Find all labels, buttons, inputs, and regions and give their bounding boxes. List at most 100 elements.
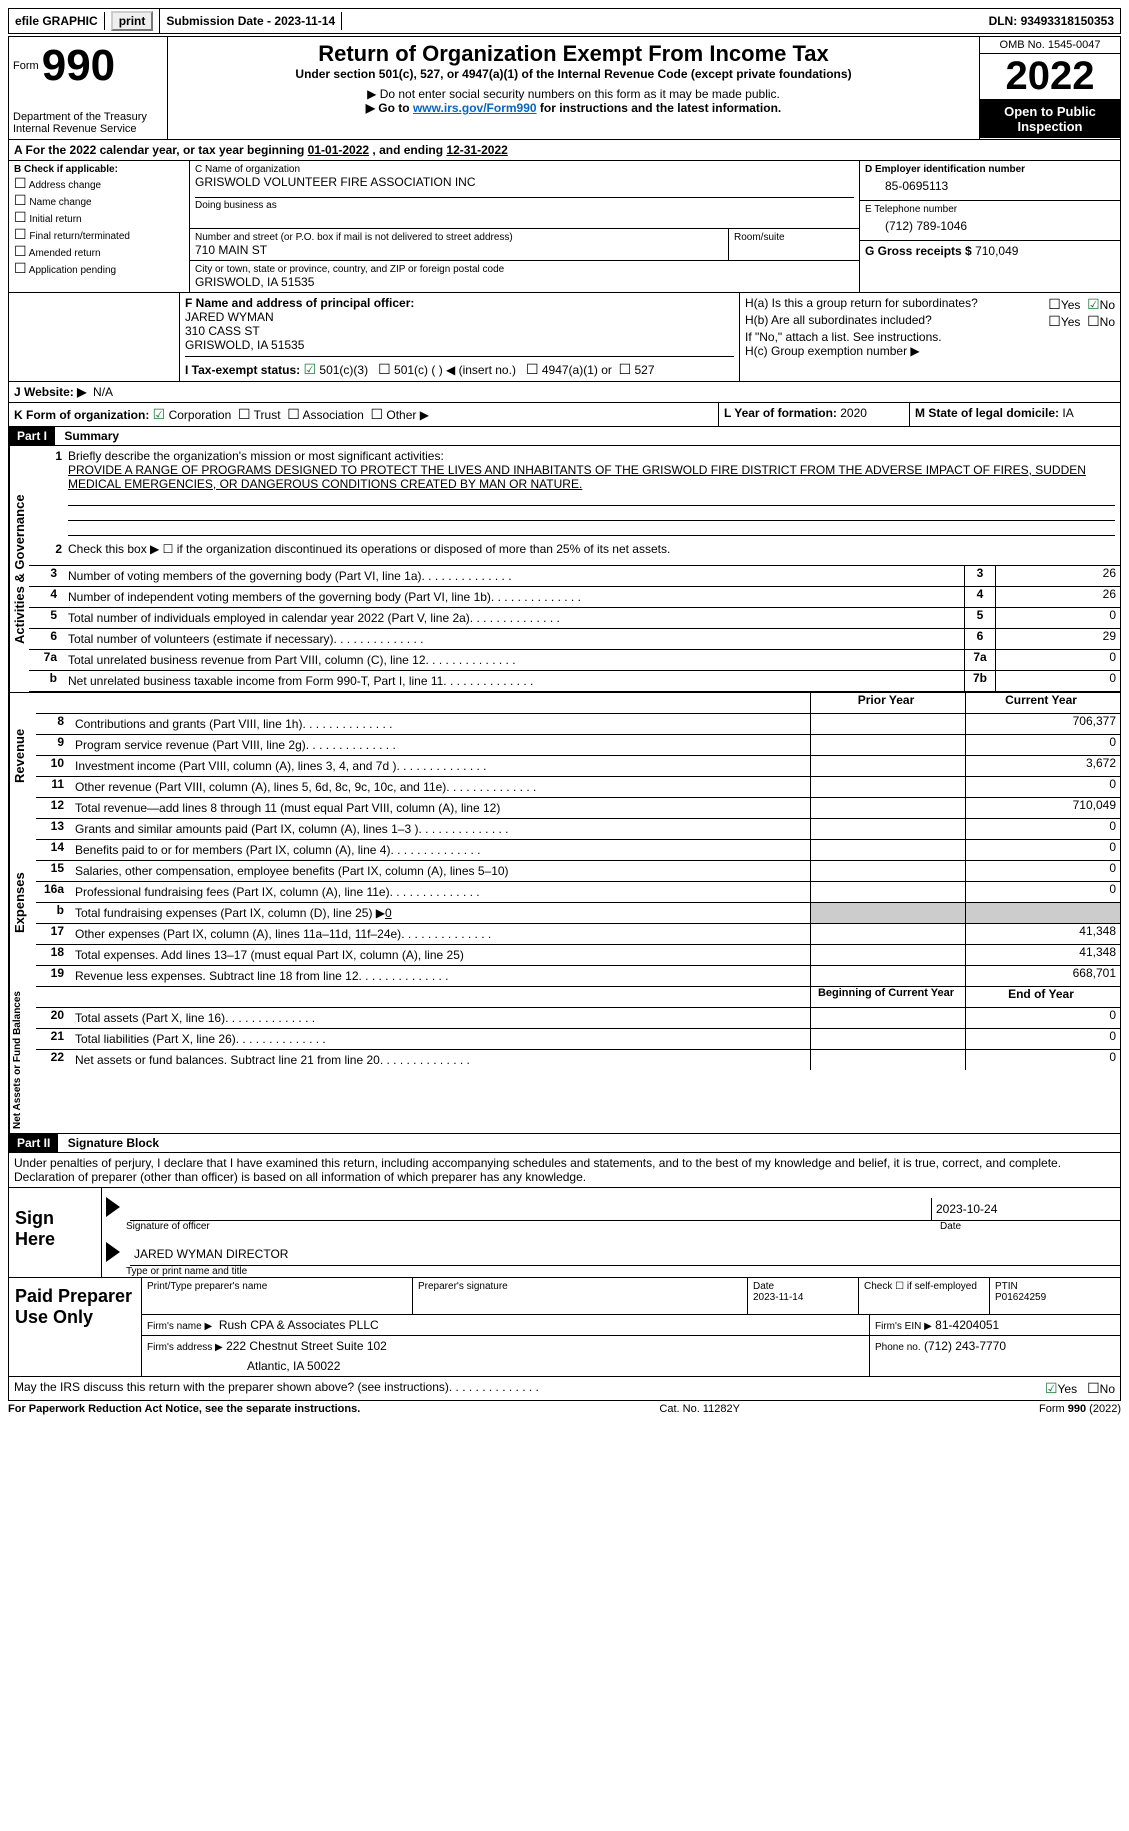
domicile-state: IA <box>1062 406 1073 420</box>
type-name-label: Type or print name and title <box>122 1266 1120 1277</box>
check-initial[interactable]: Initial return <box>14 209 184 226</box>
l9-current: 0 <box>965 735 1120 755</box>
l16a-text: Professional fundraising fees (Part IX, … <box>70 882 810 902</box>
l16b-prior <box>810 903 965 923</box>
inspection-label: Open to Public Inspection <box>980 100 1120 138</box>
l6-text: Total number of volunteers (estimate if … <box>63 629 964 649</box>
l7b-value: 0 <box>995 671 1120 691</box>
form-header: Form 990 Department of the Treasury Inte… <box>8 36 1121 140</box>
hb-yes-icon[interactable] <box>1048 315 1061 329</box>
l17-current: 41,348 <box>965 924 1120 944</box>
firm-ein: 81-4204051 <box>935 1318 999 1332</box>
netassets-section: Net Assets or Fund Balances Beginning of… <box>8 987 1121 1134</box>
check-name[interactable]: Name change <box>14 192 184 209</box>
form-number: 990 <box>42 41 115 90</box>
top-bar: efile GRAPHIC print Submission Date - 20… <box>8 8 1121 34</box>
gross-receipts: 710,049 <box>975 244 1018 258</box>
discuss-yes-icon <box>1045 1382 1058 1396</box>
check-4947-icon[interactable] <box>526 363 539 377</box>
section-a: A For the 2022 calendar year, or tax yea… <box>8 140 1121 161</box>
l20-text: Total assets (Part X, line 16) <box>70 1008 810 1028</box>
check-501c-icon[interactable] <box>378 363 391 377</box>
check-address[interactable]: Address change <box>14 175 184 192</box>
opt-501c: 501(c) ( ) ◀ (insert no.) <box>394 363 516 377</box>
note-ssn: ▶ Do not enter social security numbers o… <box>172 87 975 101</box>
prep-date: 2023-11-14 <box>753 1292 853 1303</box>
section-e-label: E Telephone number <box>865 204 1115 215</box>
check-527-icon[interactable] <box>619 363 632 377</box>
l20-prior <box>810 1008 965 1028</box>
discuss-no-icon[interactable] <box>1087 1382 1100 1396</box>
section-k-label: K Form of organization: <box>14 408 149 422</box>
firm-ein-label: Firm's EIN ▶ <box>875 1321 932 1332</box>
year-end: 12-31-2022 <box>446 143 507 157</box>
sig-date: 2023-10-24 <box>936 1202 1116 1216</box>
check-final[interactable]: Final return/terminated <box>14 226 184 243</box>
check-app[interactable]: Application pending <box>14 260 184 277</box>
dln-label: DLN: <box>989 14 1021 28</box>
l22-prior <box>810 1050 965 1070</box>
form-word: Form <box>13 60 39 72</box>
end-year-label: End of Year <box>965 987 1120 1007</box>
part1-header: Part I Summary <box>8 427 1121 446</box>
omb-number: OMB No. 1545-0047 <box>980 37 1120 54</box>
footer: For Paperwork Reduction Act Notice, see … <box>8 1401 1121 1415</box>
section-f-label: F Name and address of principal officer: <box>185 296 734 310</box>
firm-name: Rush CPA & Associates PLLC <box>219 1318 379 1332</box>
section-ha: H(a) Is this a group return for subordin… <box>745 296 1005 313</box>
city-value: GRISWOLD, IA 51535 <box>195 275 854 289</box>
l13-text: Grants and similar amounts paid (Part IX… <box>70 819 810 839</box>
l15-text: Salaries, other compensation, employee b… <box>70 861 810 881</box>
l10-text: Investment income (Part VIII, column (A)… <box>70 756 810 776</box>
check-trust-icon[interactable] <box>238 408 251 422</box>
footer-right: Form 990 (2022) <box>1039 1403 1121 1415</box>
check-assoc-icon[interactable] <box>287 408 300 422</box>
ptin-label: PTIN <box>995 1281 1115 1292</box>
city-label: City or town, state or province, country… <box>195 264 854 275</box>
l11-text: Other revenue (Part VIII, column (A), li… <box>70 777 810 797</box>
l12-text: Total revenue—add lines 8 through 11 (mu… <box>70 798 810 818</box>
ha-yes-icon[interactable] <box>1048 298 1061 312</box>
part1-badge: Part I <box>9 427 55 445</box>
check-amended[interactable]: Amended return <box>14 243 184 260</box>
officer-street: 310 CASS ST <box>185 324 734 338</box>
date-label: Date <box>936 1221 1120 1232</box>
print-button[interactable]: print <box>111 11 154 31</box>
l22-current: 0 <box>965 1050 1120 1070</box>
irs-label: Internal Revenue Service <box>13 123 163 135</box>
hb-no-icon[interactable] <box>1087 315 1100 329</box>
section-hb: H(b) Are all subordinates included? <box>745 313 1005 330</box>
prep-name-label: Print/Type preparer's name <box>142 1278 413 1314</box>
prior-year-label: Prior Year <box>810 693 965 713</box>
street-value: 710 MAIN ST <box>195 243 723 257</box>
begin-year-label: Beginning of Current Year <box>810 987 965 1007</box>
l8-prior <box>810 714 965 734</box>
efile-label: efile GRAPHIC <box>9 12 105 30</box>
check-other-icon[interactable] <box>370 408 383 422</box>
section-i-label: I Tax-exempt status: <box>185 363 300 377</box>
opt-4947: 4947(a)(1) or <box>542 363 612 377</box>
note2-post: for instructions and the latest informat… <box>540 101 781 115</box>
sig-officer-label: Signature of officer <box>122 1221 936 1232</box>
section-m-label: M State of legal domicile: <box>915 406 1062 420</box>
paid-preparer-block: Paid Preparer Use Only Print/Type prepar… <box>8 1278 1121 1377</box>
l13-current: 0 <box>965 819 1120 839</box>
check-corp-icon <box>153 408 166 422</box>
l21-prior <box>810 1029 965 1049</box>
check-501c3-icon <box>304 363 317 377</box>
part2-badge: Part II <box>9 1134 58 1152</box>
l19-prior <box>810 966 965 986</box>
check-self-label[interactable]: Check ☐ if self-employed <box>859 1278 990 1314</box>
l12-current: 710,049 <box>965 798 1120 818</box>
l15-prior <box>810 861 965 881</box>
org-info-block: B Check if applicable: Address change Na… <box>8 161 1121 293</box>
l7b-text: Net unrelated business taxable income fr… <box>63 671 964 691</box>
officer-group-block: F Name and address of principal officer:… <box>8 293 1121 382</box>
room-label: Room/suite <box>734 232 854 243</box>
prep-date-label: Date <box>753 1281 853 1292</box>
l17-prior <box>810 924 965 944</box>
l3-value: 26 <box>995 566 1120 586</box>
penalty-text: Under penalties of perjury, I declare th… <box>8 1153 1121 1187</box>
irs-link[interactable]: www.irs.gov/Form990 <box>413 101 537 115</box>
submission-label: Submission Date - <box>166 14 274 28</box>
